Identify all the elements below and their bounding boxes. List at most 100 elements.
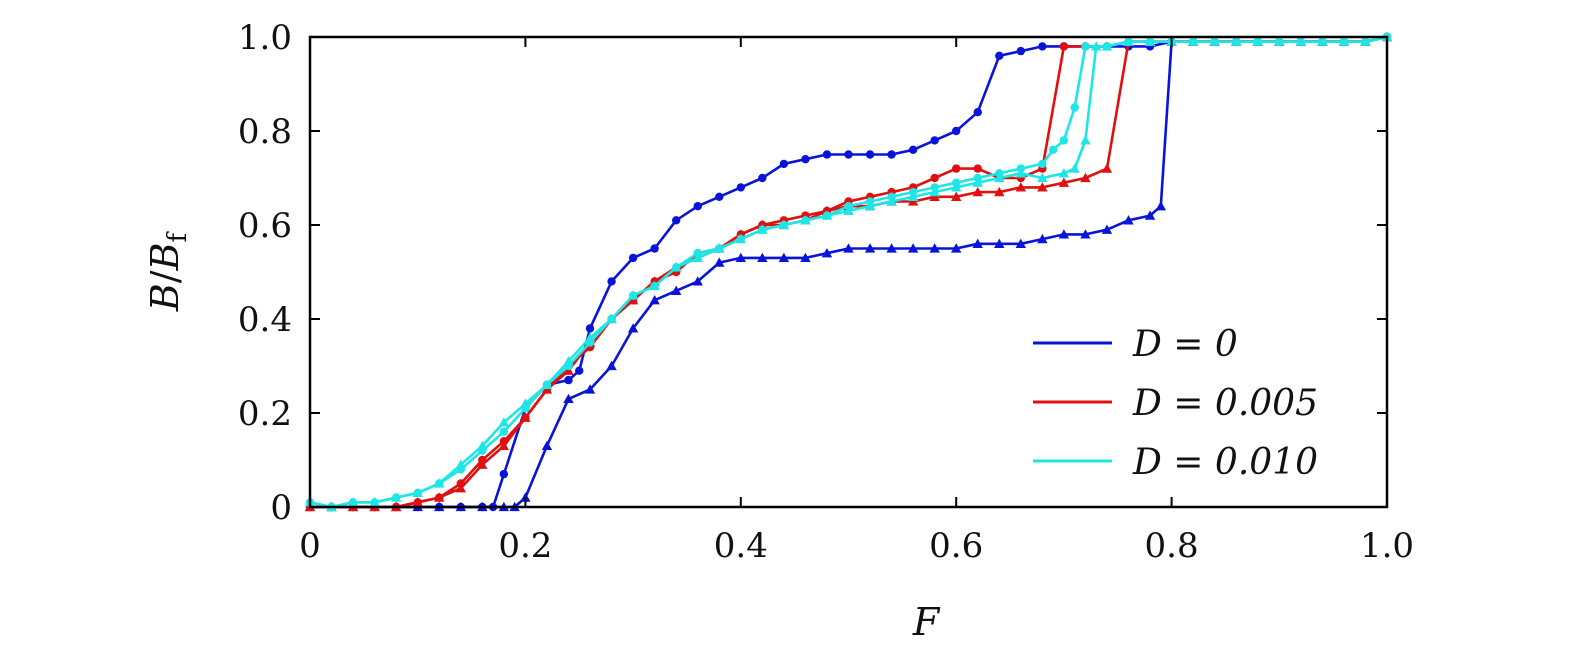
data-point: [973, 164, 982, 173]
data-point: [951, 191, 962, 201]
data-point: [520, 412, 531, 422]
data-point: [1037, 233, 1048, 244]
data-point: [607, 277, 616, 286]
data-point: [1037, 172, 1048, 183]
data-point: [1123, 36, 1134, 46]
data-point: [584, 332, 596, 342]
y-axis-title-base: B: [143, 242, 187, 271]
x-tick-label: 0.2: [498, 526, 552, 566]
y-tick-label: 0.8: [238, 112, 292, 152]
data-point: [1070, 103, 1079, 112]
data-point: [1058, 168, 1070, 178]
data-point: [563, 356, 574, 366]
data-point: [628, 253, 638, 263]
data-point: [1360, 36, 1371, 46]
data-point: [477, 459, 488, 469]
data-point: [714, 257, 725, 267]
data-point: [800, 215, 811, 225]
data-point: [627, 323, 639, 333]
y-axis-title-sep: /: [143, 270, 187, 283]
x-axis-title: F: [912, 600, 941, 644]
data-point: [822, 150, 832, 159]
series-5: [304, 31, 1393, 512]
legend-entry: D = 0: [1033, 324, 1238, 365]
data-point: [692, 252, 703, 263]
x-tick-label: 0.8: [1145, 526, 1199, 566]
x-tick-label: 0: [299, 526, 321, 566]
data-point: [758, 173, 767, 183]
series-line: [310, 35, 1388, 509]
data-point: [930, 136, 939, 145]
data-point: [347, 497, 359, 507]
data-point: [995, 51, 1004, 60]
data-point: [1081, 42, 1090, 51]
data-point: [907, 191, 919, 201]
data-point: [575, 366, 584, 375]
data-point: [670, 285, 682, 295]
data-point: [541, 379, 553, 389]
data-point: [715, 192, 724, 201]
data-point: [390, 492, 402, 502]
data-point: [1101, 41, 1113, 51]
data-point: [499, 427, 509, 436]
data-point: [455, 459, 466, 469]
data-point: [541, 440, 553, 451]
data-point: [1274, 36, 1285, 46]
y-tick-label: 0.4: [238, 300, 292, 340]
data-point: [650, 244, 659, 253]
data-point: [735, 252, 746, 263]
data-point: [994, 172, 1005, 183]
series-layer: [304, 31, 1393, 512]
data-point: [800, 252, 811, 263]
series-3: [304, 31, 1393, 512]
data-point: [930, 173, 939, 183]
ticks-layer: 0 0.2 0.4 0.6 0.8 1.0 0 0.2 0.4 0.6 0.8 1.0: [238, 18, 1414, 566]
series-line: [310, 35, 1388, 509]
data-point: [671, 216, 681, 225]
data-point: [736, 183, 745, 192]
data-point: [1038, 42, 1047, 51]
data-point: [907, 243, 919, 253]
series-1: [304, 31, 1393, 512]
data-point: [735, 233, 746, 244]
series-line: [310, 35, 1388, 509]
data-point: [434, 492, 445, 502]
data-point: [844, 150, 853, 159]
data-point: [498, 417, 510, 427]
data-point: [1015, 168, 1027, 178]
data-point: [606, 313, 617, 324]
series-line: [310, 35, 1388, 509]
data-point: [864, 201, 876, 211]
data-point: [1059, 42, 1069, 51]
data-point: [412, 497, 423, 507]
data-point: [606, 360, 617, 371]
data-point: [1058, 229, 1070, 239]
y-axis-title: B/Bf: [143, 230, 193, 312]
data-point: [1015, 238, 1027, 248]
data-point: [1080, 229, 1091, 239]
data-point: [477, 440, 488, 451]
data-point: [952, 164, 961, 173]
data-point: [1123, 215, 1134, 225]
data-point: [1231, 36, 1242, 46]
data-point: [1209, 36, 1220, 46]
data-point: [434, 478, 445, 488]
data-point: [585, 324, 595, 333]
data-point: [973, 108, 982, 117]
series-line: [309, 35, 1388, 509]
series-4: [305, 32, 1392, 512]
data-point: [1038, 159, 1047, 169]
data-point: [714, 243, 725, 253]
data-point: [520, 398, 531, 408]
data-point: [1015, 182, 1027, 192]
data-point: [779, 159, 789, 169]
data-point: [1295, 36, 1307, 46]
data-point: [1037, 182, 1048, 192]
data-point: [929, 243, 940, 253]
y-tick-label: 0.2: [238, 394, 292, 434]
data-point: [1069, 163, 1080, 173]
legend-label: D = 0: [1132, 324, 1238, 365]
plot-frame: [308, 35, 1389, 509]
data-point: [1048, 145, 1058, 154]
data-point: [843, 205, 854, 216]
